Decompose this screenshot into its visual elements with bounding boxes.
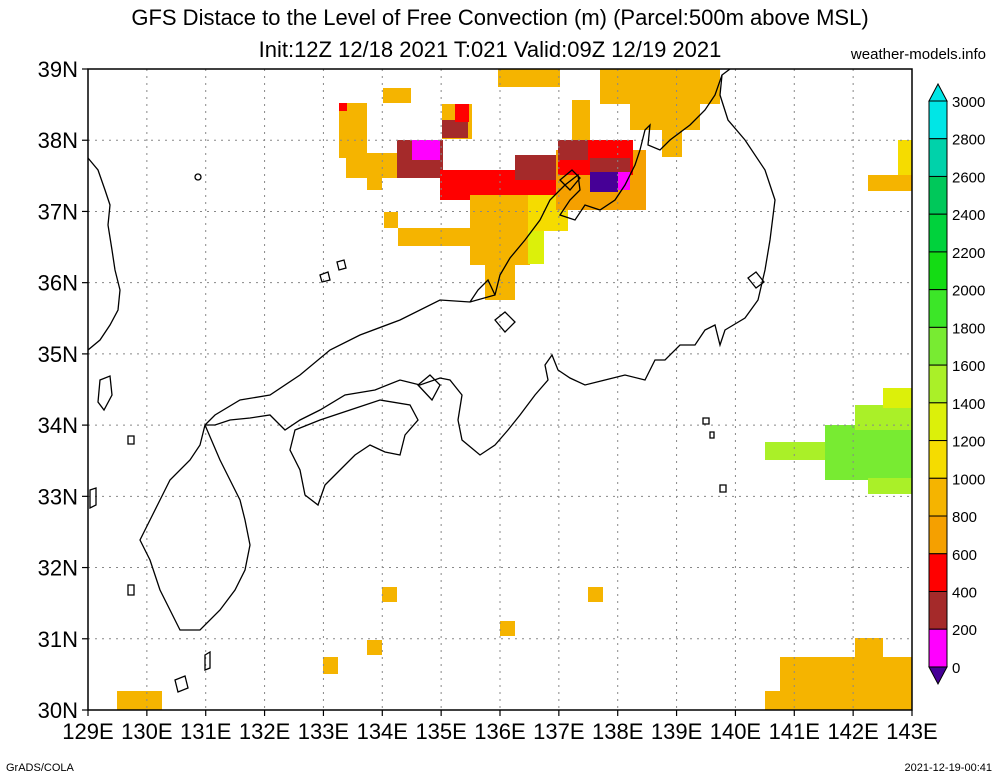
colorbar-bottom-arrow — [928, 666, 948, 686]
colorbar-label: 2000 — [952, 283, 985, 300]
colorbar-swatch — [928, 440, 948, 479]
grid-lines — [88, 69, 912, 710]
lat-label: 38N — [38, 128, 78, 153]
map-frame — [87, 68, 913, 711]
chart-subtitle: Init:12Z 12/18 2021 T:021 Valid:09Z 12/1… — [258, 37, 722, 62]
colorbar-label: 1600 — [952, 358, 985, 375]
lat-label: 34N — [38, 413, 78, 438]
latitude-labels: 30N 31N 32N 33N 34N 35N 36N 37N 38N 39N — [38, 57, 88, 723]
lon-label: 132E — [239, 719, 290, 744]
colorbar-label: 2400 — [952, 207, 985, 224]
colorbar-swatch — [928, 138, 948, 177]
colorbar-swatch — [928, 213, 948, 253]
lon-label: 141E — [769, 719, 820, 744]
colorbar-label: 200 — [952, 622, 977, 639]
lon-label: 138E — [592, 719, 643, 744]
lon-label: 130E — [121, 719, 172, 744]
colorbar-label: 1000 — [952, 471, 985, 488]
colorbar-label: 3000 — [952, 94, 985, 111]
colorbar-label: 600 — [952, 547, 977, 564]
lon-label: 134E — [357, 719, 408, 744]
lat-label: 33N — [38, 484, 78, 509]
lat-label: 35N — [38, 342, 78, 367]
colorbar-swatch — [928, 515, 948, 555]
colorbar-swatch — [928, 175, 948, 215]
credit-label: GrADS/COLA — [6, 762, 74, 774]
colorbar-label: 1200 — [952, 434, 985, 451]
colorbar-label: 800 — [952, 509, 977, 526]
lon-label: 135E — [415, 719, 466, 744]
colorbar-swatch — [928, 251, 948, 291]
colorbar-swatch — [928, 628, 948, 668]
lat-label: 32N — [38, 556, 78, 581]
colorbar: 3000280026002400220020001800160014001200… — [928, 82, 985, 686]
lon-label: 137E — [533, 719, 584, 744]
colorbar-swatch — [928, 402, 948, 442]
longitude-labels: 129E 130E 131E 132E 133E 134E 135E 136E 137E 138E… — [62, 710, 938, 744]
timestamp-label: 2021-12-19-00:41 — [904, 762, 992, 774]
lat-label: 39N — [38, 57, 78, 82]
colorbar-swatch — [928, 289, 948, 328]
colorbar-label: 2800 — [952, 132, 985, 149]
lfc-shading — [117, 69, 912, 710]
colorbar-label: 400 — [952, 584, 977, 601]
colorbar-swatch — [928, 590, 948, 630]
lon-label: 133E — [298, 719, 349, 744]
colorbar-label: 1800 — [952, 320, 985, 337]
colorbar-swatch — [928, 553, 948, 592]
colorbar-label: 2200 — [952, 245, 985, 262]
colorbar-label: 2600 — [952, 169, 985, 186]
colorbar-label: 0 — [952, 660, 960, 677]
chart-title: GFS Distace to the Level of Free Convect… — [131, 5, 869, 30]
colorbar-top-arrow — [928, 82, 948, 102]
lat-label: 30N — [38, 698, 78, 723]
lon-label: 131E — [180, 719, 231, 744]
lat-label: 36N — [38, 271, 78, 296]
lat-label: 37N — [38, 199, 78, 224]
colorbar-swatch — [928, 477, 948, 517]
lon-label: 140E — [710, 719, 761, 744]
coastlines — [88, 69, 776, 693]
lon-label: 129E — [62, 719, 113, 744]
lon-label: 142E — [827, 719, 878, 744]
colorbar-swatch — [928, 364, 948, 404]
colorbar-label: 1400 — [952, 396, 985, 413]
colorbar-swatch — [928, 100, 948, 140]
lon-label: 139E — [651, 719, 702, 744]
lon-label: 143E — [886, 719, 937, 744]
lon-label: 136E — [474, 719, 525, 744]
colorbar-swatch — [928, 326, 948, 366]
lat-label: 31N — [38, 627, 78, 652]
site-label: weather-models.info — [850, 46, 986, 63]
